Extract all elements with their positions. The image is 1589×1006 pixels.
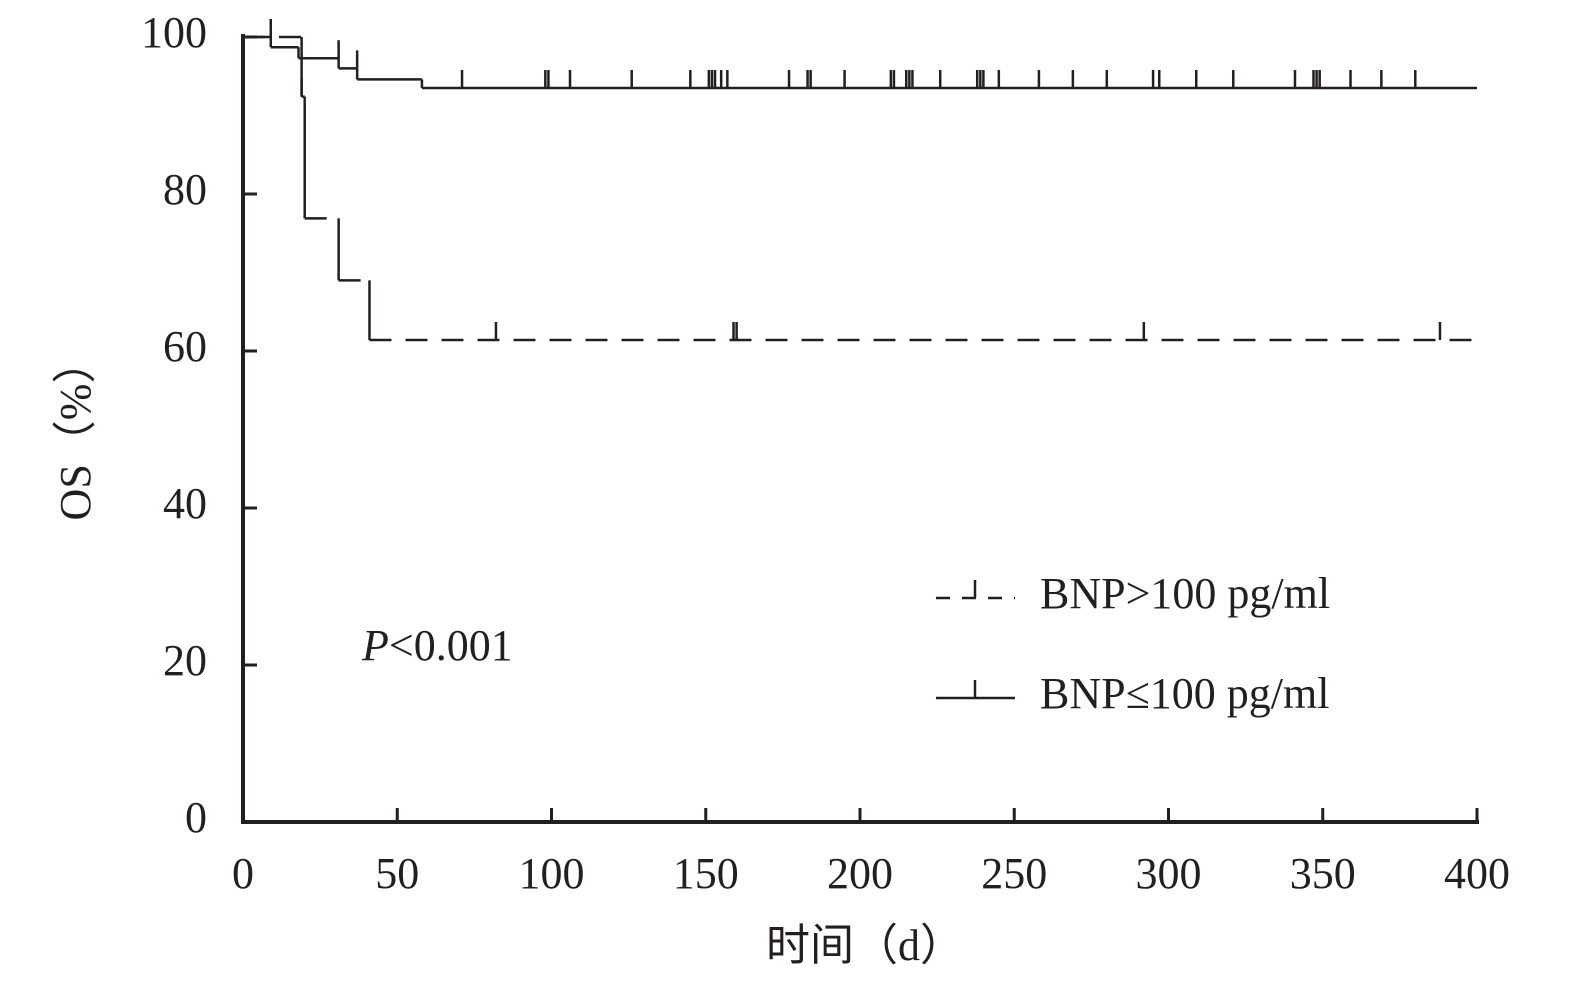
x-tick-label: 200 — [827, 849, 893, 898]
x-axis-label: 时间（d） — [766, 921, 964, 970]
legend-label: BNP>100 pg/ml — [1040, 569, 1330, 618]
x-tick-label: 250 — [981, 849, 1047, 898]
x-tick-label: 150 — [673, 849, 739, 898]
y-tick-label: 80 — [163, 165, 207, 214]
x-tick-label: 300 — [1136, 849, 1202, 898]
annotation-text: <0.001 — [389, 621, 513, 670]
x-tick-label: 100 — [519, 849, 585, 898]
x-tick-label: 350 — [1290, 849, 1356, 898]
y-tick-label: 100 — [141, 8, 207, 57]
y-tick-label: 60 — [163, 322, 207, 371]
annotation: P<0.001 — [361, 621, 513, 670]
y-tick-label: 20 — [163, 636, 207, 685]
legend-label: BNP≤100 pg/ml — [1040, 669, 1329, 718]
x-tick-label: 50 — [375, 849, 419, 898]
y-axis-label: OS（%） — [51, 340, 100, 521]
x-tick-label: 0 — [232, 849, 254, 898]
annotation-italic: P — [361, 621, 389, 670]
x-tick-label: 400 — [1444, 849, 1510, 898]
y-tick-label: 40 — [163, 479, 207, 528]
y-tick-label: 0 — [185, 793, 207, 842]
